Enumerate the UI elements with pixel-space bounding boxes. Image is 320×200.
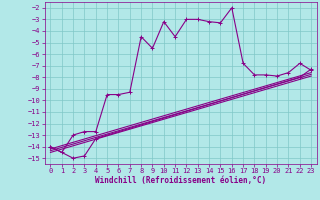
X-axis label: Windchill (Refroidissement éolien,°C): Windchill (Refroidissement éolien,°C) — [95, 176, 266, 185]
